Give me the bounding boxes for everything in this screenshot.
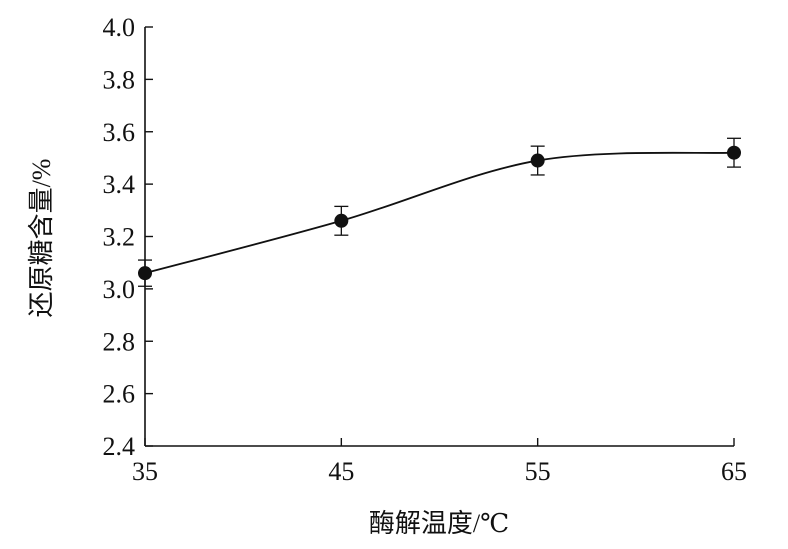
- y-tick-label: 3.0: [103, 275, 136, 304]
- data-point: [727, 145, 741, 160]
- y-tick-label: 2.4: [103, 432, 136, 461]
- y-axis-title: 还原糖含量/%: [27, 159, 56, 318]
- x-axis-title: 酶解温度/℃: [369, 509, 509, 538]
- series-line: [144, 151, 735, 275]
- axes: [144, 27, 734, 447]
- y-tick-label: 2.8: [103, 327, 136, 356]
- data-point: [334, 213, 349, 228]
- y-tick-label: 3.2: [103, 223, 136, 252]
- ticks: 2.4 2.6 2.8 3.0 3.2 3.4 3.6 3.8 4.0 35 45 55 65: [103, 13, 748, 486]
- y-tick-label: 3.8: [103, 65, 136, 94]
- x-tick-label: 35: [132, 457, 158, 486]
- y-tick-label: 4.0: [103, 13, 136, 42]
- x-tick-label: 45: [328, 457, 354, 486]
- x-tick-label: 55: [525, 457, 551, 486]
- data-point: [138, 266, 152, 281]
- x-tick-label: 65: [721, 457, 747, 486]
- y-tick-label: 3.4: [103, 170, 136, 199]
- data-point: [530, 153, 545, 168]
- series-group: [138, 137, 741, 287]
- y-tick-label: 2.6: [103, 380, 136, 409]
- y-tick-label: 3.6: [103, 118, 136, 147]
